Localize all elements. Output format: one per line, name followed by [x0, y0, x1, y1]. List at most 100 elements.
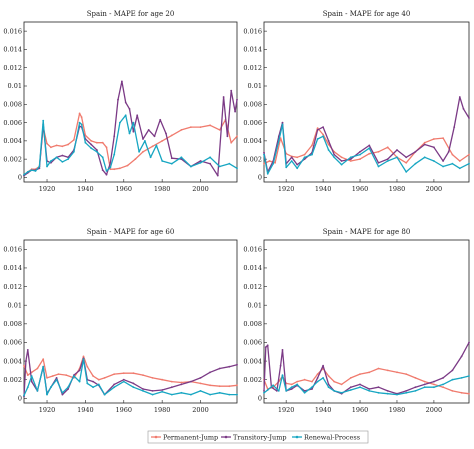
series-line-permanent-jump	[263, 127, 470, 165]
data-point-permanent-jump	[442, 386, 444, 389]
data-point-permanent-jump	[340, 383, 343, 386]
data-point-renewal-process	[132, 121, 135, 124]
data-point-permanent-jump	[151, 377, 154, 379]
data-point-renewal-process	[423, 156, 426, 159]
data-point-renewal-process	[42, 119, 45, 122]
data-point-renewal-process	[144, 140, 146, 142]
y-tick-label: 0.01	[8, 301, 22, 309]
data-point-renewal-process	[236, 393, 238, 396]
data-point-transitory-jump	[170, 386, 173, 389]
data-point-permanent-jump	[57, 373, 60, 375]
chart-panel-4: Spain - MAPE for age 80 0 0.002 0.004 0.006 0…	[243, 228, 470, 414]
data-point-permanent-jump	[199, 382, 202, 385]
data-point-permanent-jump	[86, 365, 89, 368]
data-point-transitory-jump	[161, 389, 164, 391]
data-point-renewal-process	[73, 375, 75, 377]
y-tick-label: 0	[258, 395, 262, 403]
data-point-transitory-jump	[55, 377, 58, 379]
data-point-permanent-jump	[414, 377, 417, 379]
data-point-transitory-jump	[468, 341, 470, 344]
data-point-transitory-jump	[165, 132, 167, 135]
data-point-renewal-process	[149, 156, 152, 159]
series-line-permanent-jump	[23, 355, 238, 387]
chart-title: Spain - MAPE for age 80	[323, 228, 411, 236]
data-point-renewal-process	[451, 378, 454, 381]
data-point-renewal-process	[377, 391, 380, 394]
series-line-transitory-jump	[23, 80, 238, 177]
plot-frame	[23, 239, 238, 404]
data-point-renewal-process	[90, 147, 93, 150]
data-point-transitory-jump	[327, 140, 330, 142]
data-point-renewal-process	[23, 173, 25, 176]
data-point-renewal-process	[277, 390, 280, 392]
data-point-permanent-jump	[433, 383, 435, 386]
y-tick-label: 0.002	[3, 376, 22, 384]
data-point-renewal-process	[119, 121, 121, 124]
data-point-transitory-jump	[359, 383, 361, 386]
data-point-renewal-process	[101, 156, 104, 159]
data-point-renewal-process	[468, 162, 470, 165]
x-tick-label: 1940	[77, 185, 94, 193]
data-point-renewal-process	[199, 161, 202, 164]
x-tick-label: 1960	[352, 185, 369, 193]
data-point-permanent-jump	[236, 384, 238, 387]
data-point-permanent-jump	[442, 137, 444, 140]
data-point-renewal-process	[442, 165, 444, 168]
data-point-transitory-jump	[433, 146, 435, 149]
data-point-renewal-process	[84, 141, 87, 144]
data-point-renewal-process	[349, 156, 352, 159]
data-point-transitory-jump	[263, 151, 265, 154]
data-point-renewal-process	[368, 390, 371, 392]
data-point-renewal-process	[333, 156, 336, 159]
data-point-permanent-jump	[67, 143, 69, 146]
y-tick-label: 0.008	[243, 100, 262, 108]
data-point-permanent-jump	[236, 135, 238, 138]
data-point-transitory-jump	[132, 382, 135, 385]
data-point-permanent-jump	[218, 129, 221, 131]
data-point-permanent-jump	[23, 364, 25, 367]
data-point-transitory-jump	[311, 388, 313, 390]
y-tick-label: 0.006	[243, 339, 262, 347]
data-point-renewal-process	[303, 391, 306, 394]
data-point-transitory-jump	[142, 388, 144, 390]
data-point-transitory-jump	[113, 383, 116, 386]
data-point-renewal-process	[190, 165, 192, 168]
data-point-permanent-jump	[316, 127, 319, 129]
data-point-renewal-process	[38, 165, 41, 168]
x-tick-label: 1920	[278, 185, 295, 193]
data-point-permanent-jump	[349, 377, 352, 379]
data-point-renewal-process	[142, 390, 144, 392]
y-tick-label: 0.004	[243, 137, 262, 145]
data-point-transitory-jump	[423, 383, 426, 386]
data-point-permanent-jump	[126, 164, 129, 167]
data-point-transitory-jump	[458, 96, 461, 98]
data-point-transitory-jump	[96, 149, 98, 151]
x-tick-label: 1960	[116, 406, 133, 414]
data-point-renewal-process	[327, 149, 330, 151]
y-tick-label: 0.012	[3, 64, 22, 72]
series-line-permanent-jump	[23, 112, 238, 177]
data-point-transitory-jump	[90, 143, 93, 146]
data-point-transitory-jump	[147, 129, 150, 131]
data-point-renewal-process	[272, 162, 275, 165]
data-point-transitory-jump	[377, 386, 380, 389]
data-point-permanent-jump	[423, 380, 426, 383]
data-point-renewal-process	[359, 153, 361, 156]
data-point-permanent-jump	[405, 373, 408, 375]
x-tick-label: 1980	[389, 406, 406, 414]
data-point-renewal-process	[423, 386, 426, 389]
data-point-permanent-jump	[327, 143, 330, 146]
data-point-permanent-jump	[386, 146, 389, 149]
data-point-renewal-process	[124, 114, 127, 117]
data-point-transitory-jump	[180, 158, 183, 161]
data-point-transitory-jump	[151, 390, 154, 392]
data-point-renewal-process	[26, 386, 29, 389]
data-point-permanent-jump	[311, 144, 313, 147]
data-point-transitory-jump	[92, 380, 94, 383]
data-point-transitory-jump	[226, 135, 229, 138]
y-tick-label: 0.002	[243, 155, 262, 163]
data-point-renewal-process	[296, 167, 299, 170]
y-tick-label: 0.01	[248, 82, 262, 90]
data-point-renewal-process	[311, 153, 313, 156]
data-point-renewal-process	[61, 161, 64, 163]
